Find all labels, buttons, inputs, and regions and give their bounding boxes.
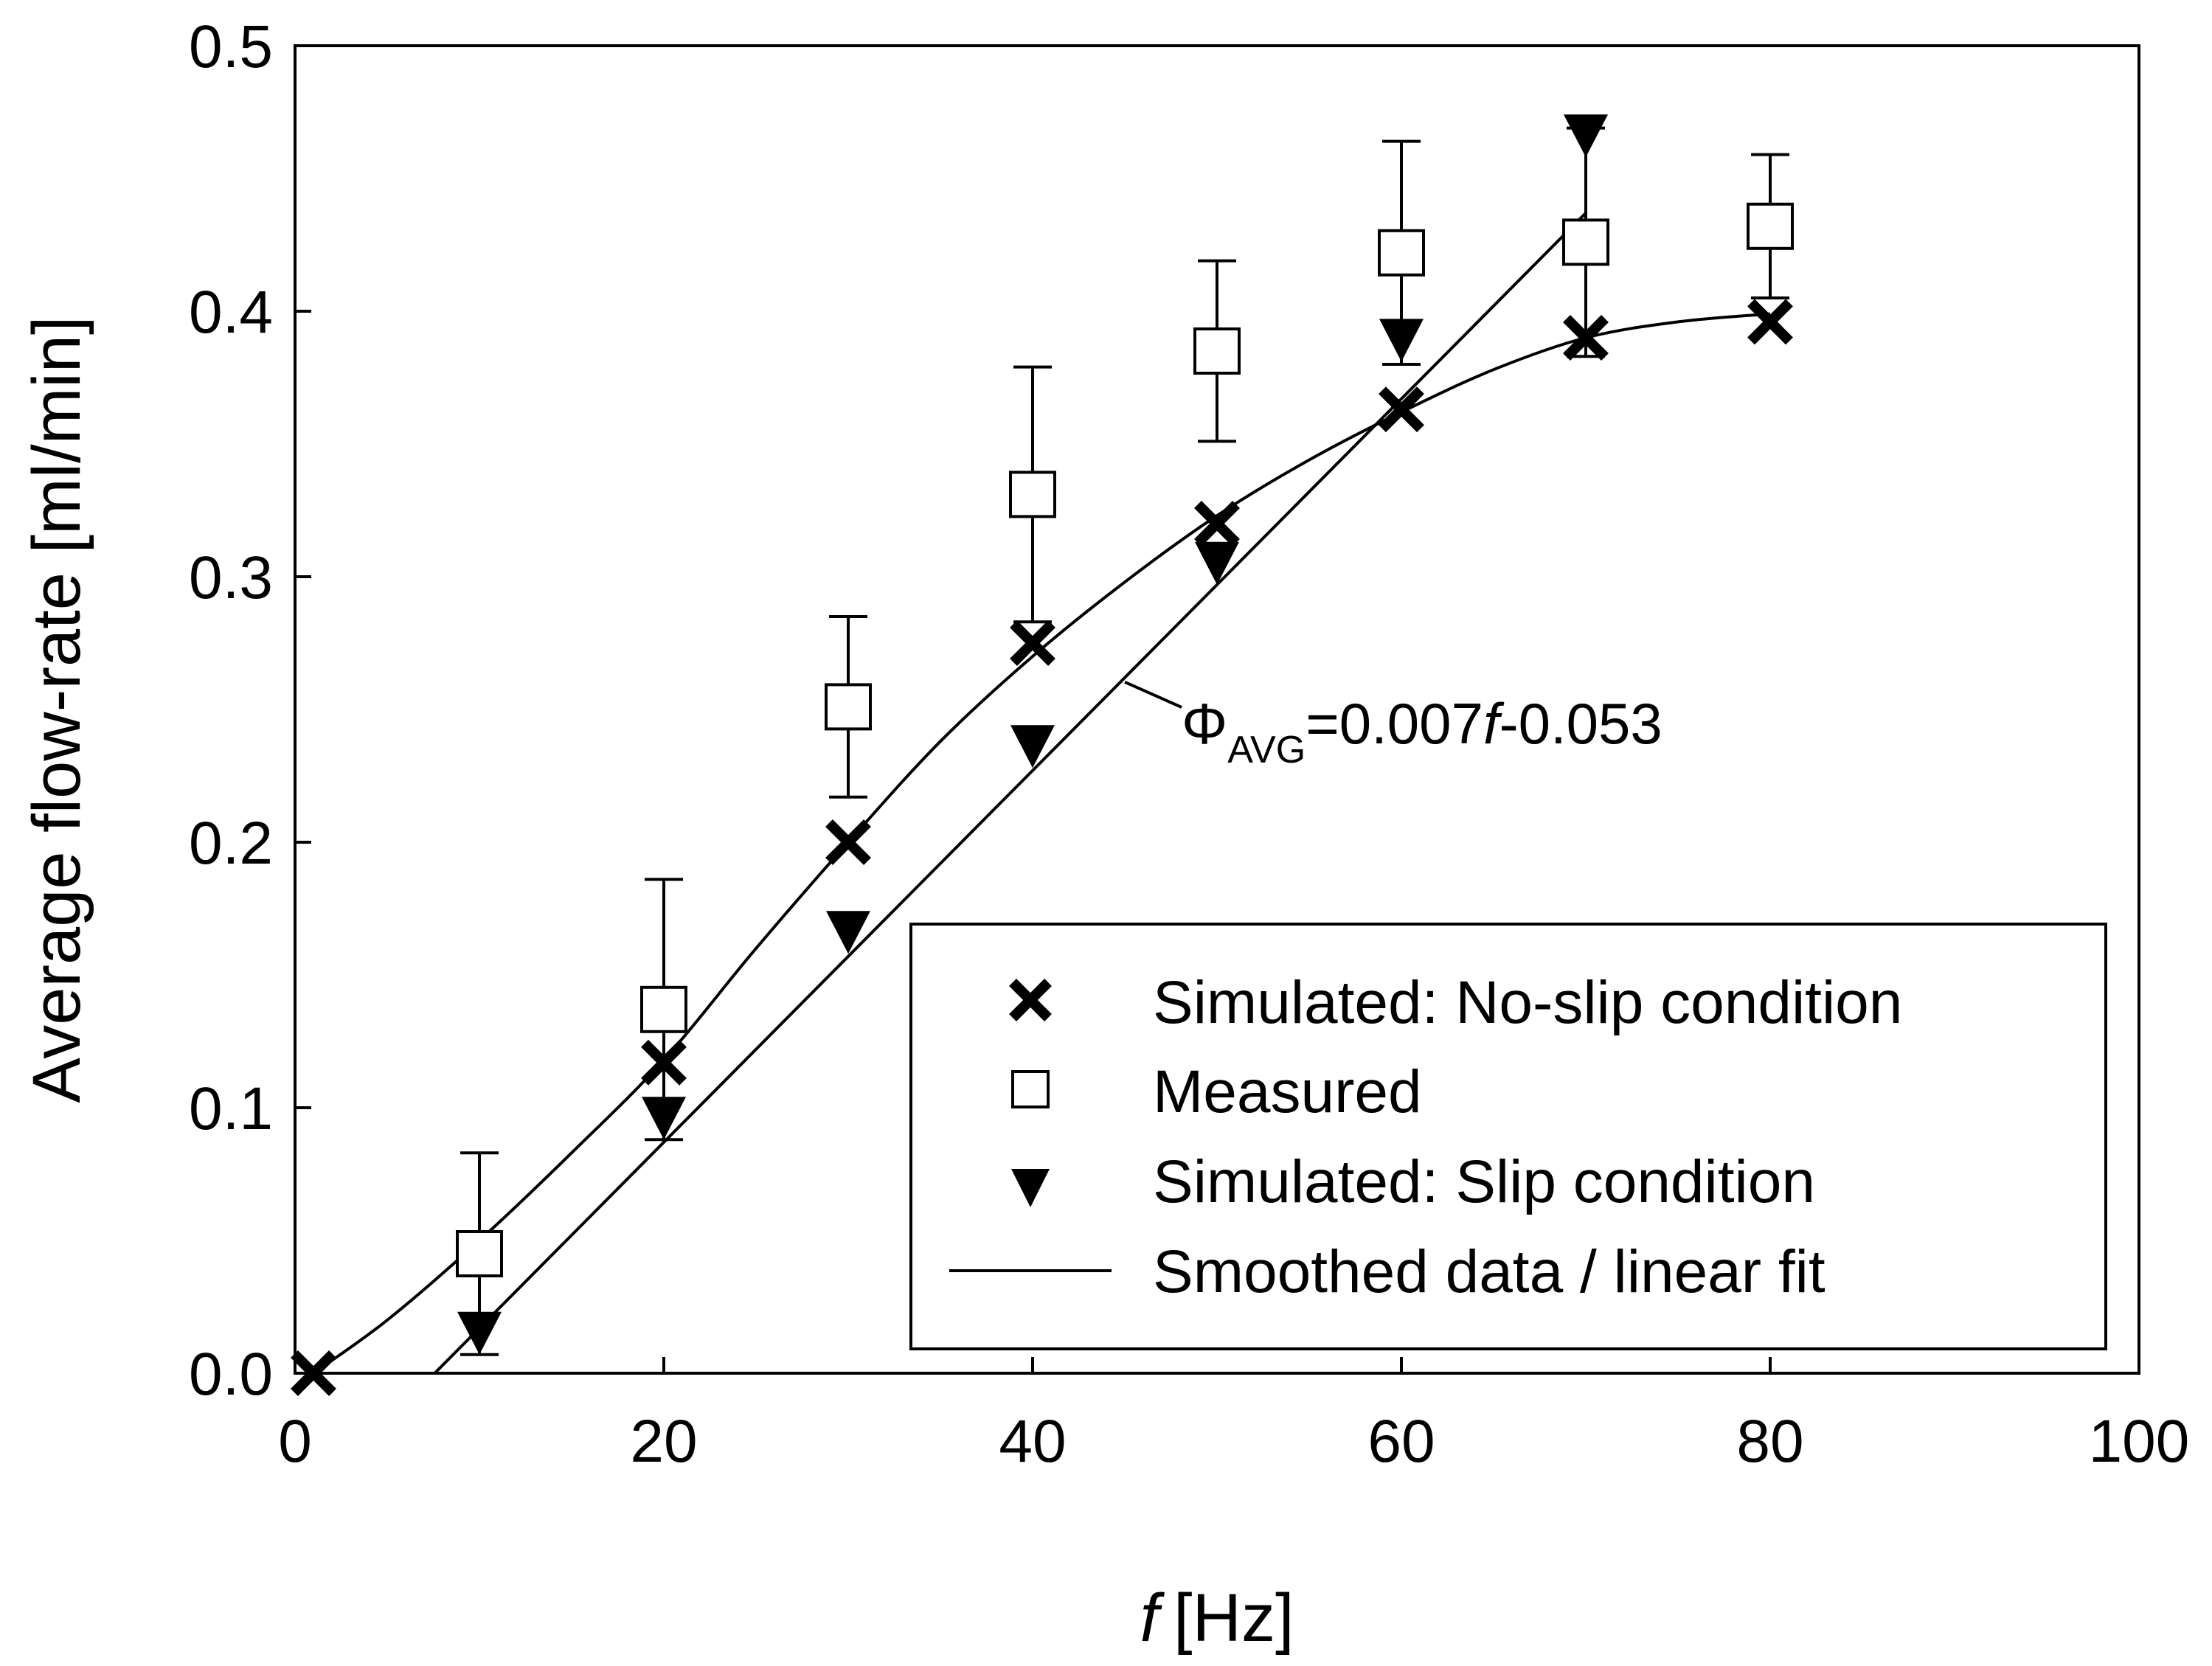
no-slip-cross-marker [1010,620,1055,666]
annotation-leader-line [1124,680,1182,709]
x-tick-label: 0 [278,1408,312,1475]
slip-triangle-marker [1010,725,1055,768]
x-tick-label: 40 [999,1408,1066,1475]
legend-marker-no-slip [1009,979,1052,1021]
no-slip-cross-marker [825,819,871,865]
legend: Simulated: No-slip condition Measured Si… [909,923,2107,1350]
no-slip-cross-stroke [641,1039,687,1086]
x-axis-title-unit: [Hz] [1173,1580,1294,1656]
no-slip-cross-marker [291,1350,336,1396]
no-slip-cross-stroke [1747,299,1793,345]
legend-marker-slip [1011,1169,1050,1207]
slip-triangle-marker [1564,114,1608,158]
slip-triangle-marker [642,1097,686,1140]
y-tick-label: 0.4 [189,279,273,346]
plot-area-frame [294,44,2140,1375]
annotation-equation-part2: -0.053 [1499,691,1663,756]
measured-square-marker [1378,229,1425,277]
x-tick-label: 60 [1367,1408,1435,1475]
fit-equation-annotation: ΦAVG=0.007f-0.053 [1182,691,1663,771]
data-markers [291,114,1794,1396]
x-tick-label: 100 [2089,1408,2190,1475]
y-tick-label: 0.3 [189,544,273,611]
x-axis-title-variable: f [1140,1580,1165,1656]
no-slip-cross-marker [1563,315,1609,361]
measured-square-marker [640,985,687,1033]
smoothed-no-slip-curve [312,312,1771,1375]
measured-square-marker [1009,471,1056,518]
legend-label-fit: Smoothed data / linear fit [1153,1238,1826,1305]
x-axis-ticks: 0 20 40 60 80 100 [278,1357,2189,1475]
no-slip-cross-stroke [291,1350,336,1396]
y-tick-label: 0.1 [189,1075,273,1142]
measured-square-marker [1193,327,1241,375]
y-tick-label: 0.2 [189,810,273,877]
no-slip-cross-stroke [1563,315,1609,361]
measured-square-marker [456,1230,503,1277]
measured-square-marker [1562,218,1609,266]
no-slip-cross-stroke [1379,386,1424,433]
y-tick-label: 0.5 [189,13,273,80]
measured-square-marker [825,683,872,731]
x-axis-title: f [Hz] [1140,1580,1294,1656]
legend-marker-measured [1011,1070,1050,1108]
no-slip-cross-marker [1747,299,1793,345]
y-axis-title: Average flow-rate [ml/min] [19,316,94,1103]
legend-label-no-slip: Simulated: No-slip condition [1153,969,1902,1036]
measured-square-marker [1747,202,1794,250]
legend-label-slip: Simulated: Slip condition [1153,1148,1815,1215]
slip-triangle-marker [1195,541,1239,585]
no-slip-cross-stroke [1010,620,1055,666]
x-tick-label: 80 [1736,1408,1803,1475]
slip-triangle-marker [1379,319,1424,362]
legend-label-measured: Measured [1153,1058,1422,1125]
no-slip-cross-marker [641,1039,687,1086]
y-axis-ticks: 0.0 0.1 0.2 0.3 0.4 0.5 [189,13,311,1408]
legend-box [909,923,2107,1350]
y-tick-label: 0.0 [189,1341,273,1408]
no-slip-cross-marker [1194,501,1240,546]
x-tick-label: 20 [630,1408,697,1475]
annotation-subscript: AVG [1227,729,1306,771]
slip-triangle-marker [826,911,870,954]
annotation-phi-symbol: Φ [1182,691,1227,756]
no-slip-cross-marker [1379,386,1424,433]
no-slip-cross-stroke [1194,501,1240,546]
no-slip-cross-stroke [825,819,871,865]
annotation-equation-part1: =0.007 [1306,691,1483,756]
slip-triangle-marker [457,1311,502,1355]
